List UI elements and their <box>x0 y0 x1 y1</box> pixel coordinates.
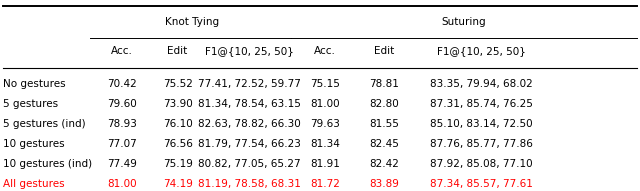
Text: 83.35, 79.94, 68.02: 83.35, 79.94, 68.02 <box>430 79 533 89</box>
Text: 79.63: 79.63 <box>310 119 340 129</box>
Text: Knot Tying: Knot Tying <box>165 17 219 27</box>
Text: 81.34, 78.54, 63.15: 81.34, 78.54, 63.15 <box>198 99 301 109</box>
Text: 79.60: 79.60 <box>107 99 136 109</box>
Text: 75.15: 75.15 <box>310 79 340 89</box>
Text: 83.89: 83.89 <box>369 179 399 189</box>
Text: 81.91: 81.91 <box>310 159 340 169</box>
Text: 82.42: 82.42 <box>369 159 399 169</box>
Text: 81.72: 81.72 <box>310 179 340 189</box>
Text: 78.81: 78.81 <box>369 79 399 89</box>
Text: 74.19: 74.19 <box>163 179 193 189</box>
Text: 82.80: 82.80 <box>369 99 399 109</box>
Text: 81.00: 81.00 <box>107 179 136 189</box>
Text: Acc.: Acc. <box>111 46 132 56</box>
Text: Acc.: Acc. <box>314 46 336 56</box>
Text: 81.19, 78.58, 68.31: 81.19, 78.58, 68.31 <box>198 179 301 189</box>
Text: 10 gestures: 10 gestures <box>3 139 65 149</box>
Text: 87.31, 85.74, 76.25: 87.31, 85.74, 76.25 <box>430 99 533 109</box>
Text: All gestures: All gestures <box>3 179 65 189</box>
Text: 81.00: 81.00 <box>310 99 340 109</box>
Text: 77.49: 77.49 <box>107 159 136 169</box>
Text: Edit: Edit <box>374 46 394 56</box>
Text: 80.82, 77.05, 65.27: 80.82, 77.05, 65.27 <box>198 159 301 169</box>
Text: 82.63, 78.82, 66.30: 82.63, 78.82, 66.30 <box>198 119 301 129</box>
Text: No gestures: No gestures <box>3 79 66 89</box>
Text: 81.55: 81.55 <box>369 119 399 129</box>
Text: F1@{10, 25, 50}: F1@{10, 25, 50} <box>205 46 294 56</box>
Text: 78.93: 78.93 <box>107 119 136 129</box>
Text: 76.10: 76.10 <box>163 119 193 129</box>
Text: Edit: Edit <box>168 46 188 56</box>
Text: 77.07: 77.07 <box>107 139 136 149</box>
Text: 70.42: 70.42 <box>107 79 136 89</box>
Text: Suturing: Suturing <box>442 17 486 27</box>
Text: 81.79, 77.54, 66.23: 81.79, 77.54, 66.23 <box>198 139 301 149</box>
Text: 81.34: 81.34 <box>310 139 340 149</box>
Text: 87.92, 85.08, 77.10: 87.92, 85.08, 77.10 <box>430 159 533 169</box>
Text: 87.76, 85.77, 77.86: 87.76, 85.77, 77.86 <box>430 139 533 149</box>
Text: 75.52: 75.52 <box>163 79 193 89</box>
Text: 85.10, 83.14, 72.50: 85.10, 83.14, 72.50 <box>430 119 533 129</box>
Text: 5 gestures (ind): 5 gestures (ind) <box>3 119 86 129</box>
Text: 10 gestures (ind): 10 gestures (ind) <box>3 159 92 169</box>
Text: 5 gestures: 5 gestures <box>3 99 58 109</box>
Text: 87.34, 85.57, 77.61: 87.34, 85.57, 77.61 <box>430 179 533 189</box>
Text: 73.90: 73.90 <box>163 99 193 109</box>
Text: 77.41, 72.52, 59.77: 77.41, 72.52, 59.77 <box>198 79 301 89</box>
Text: 75.19: 75.19 <box>163 159 193 169</box>
Text: 76.56: 76.56 <box>163 139 193 149</box>
Text: 82.45: 82.45 <box>369 139 399 149</box>
Text: F1@{10, 25, 50}: F1@{10, 25, 50} <box>437 46 526 56</box>
